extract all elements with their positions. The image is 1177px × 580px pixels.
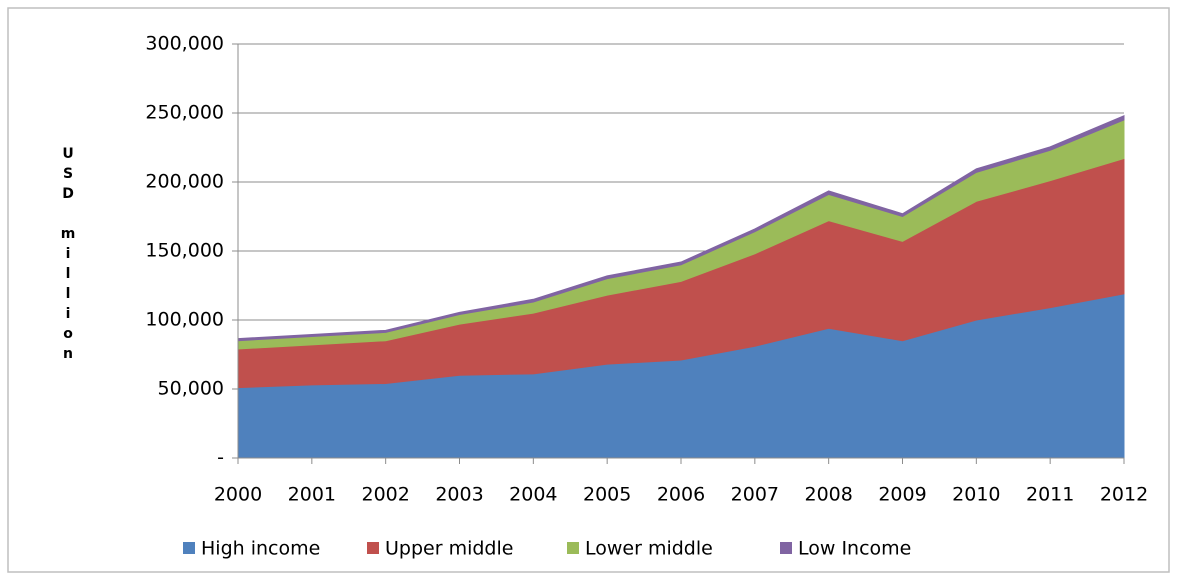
legend-swatch [367,542,379,554]
y-tick-label: 150,000 [145,240,224,262]
x-tick-label: 2001 [288,484,336,506]
x-tick-label: 2011 [1026,484,1074,506]
x-tick-label: 2009 [878,484,926,506]
x-tick-label: 2007 [731,484,779,506]
legend-label: Upper middle [385,538,513,560]
y-tick-label: 300,000 [145,33,224,55]
legend-swatch [567,542,579,554]
x-tick-label: 2000 [214,484,262,506]
x-tick-label: 2002 [361,484,409,506]
x-tick-label: 2005 [583,484,631,506]
x-tick-label: 2006 [657,484,705,506]
y-tick-label: 200,000 [145,171,224,193]
x-tick-label: 2012 [1100,484,1148,506]
area [237,115,1125,342]
x-tick-label: 2010 [952,484,1000,506]
legend-label: Low Income [798,538,911,560]
y-tick-label: 50,000 [158,378,224,400]
x-tick-label: 2004 [509,484,557,506]
y-tick-label: - [217,447,224,469]
y-axis-label: USD million [60,146,76,366]
y-tick-label: 100,000 [145,309,224,331]
legend-swatch [183,542,195,554]
y-tick-label: 250,000 [145,102,224,124]
legend-label: Lower middle [585,538,713,560]
x-tick-label: 2003 [435,484,483,506]
legend-swatch [780,542,792,554]
legend-label: High income [201,538,320,560]
x-tick-label: 2008 [804,484,852,506]
